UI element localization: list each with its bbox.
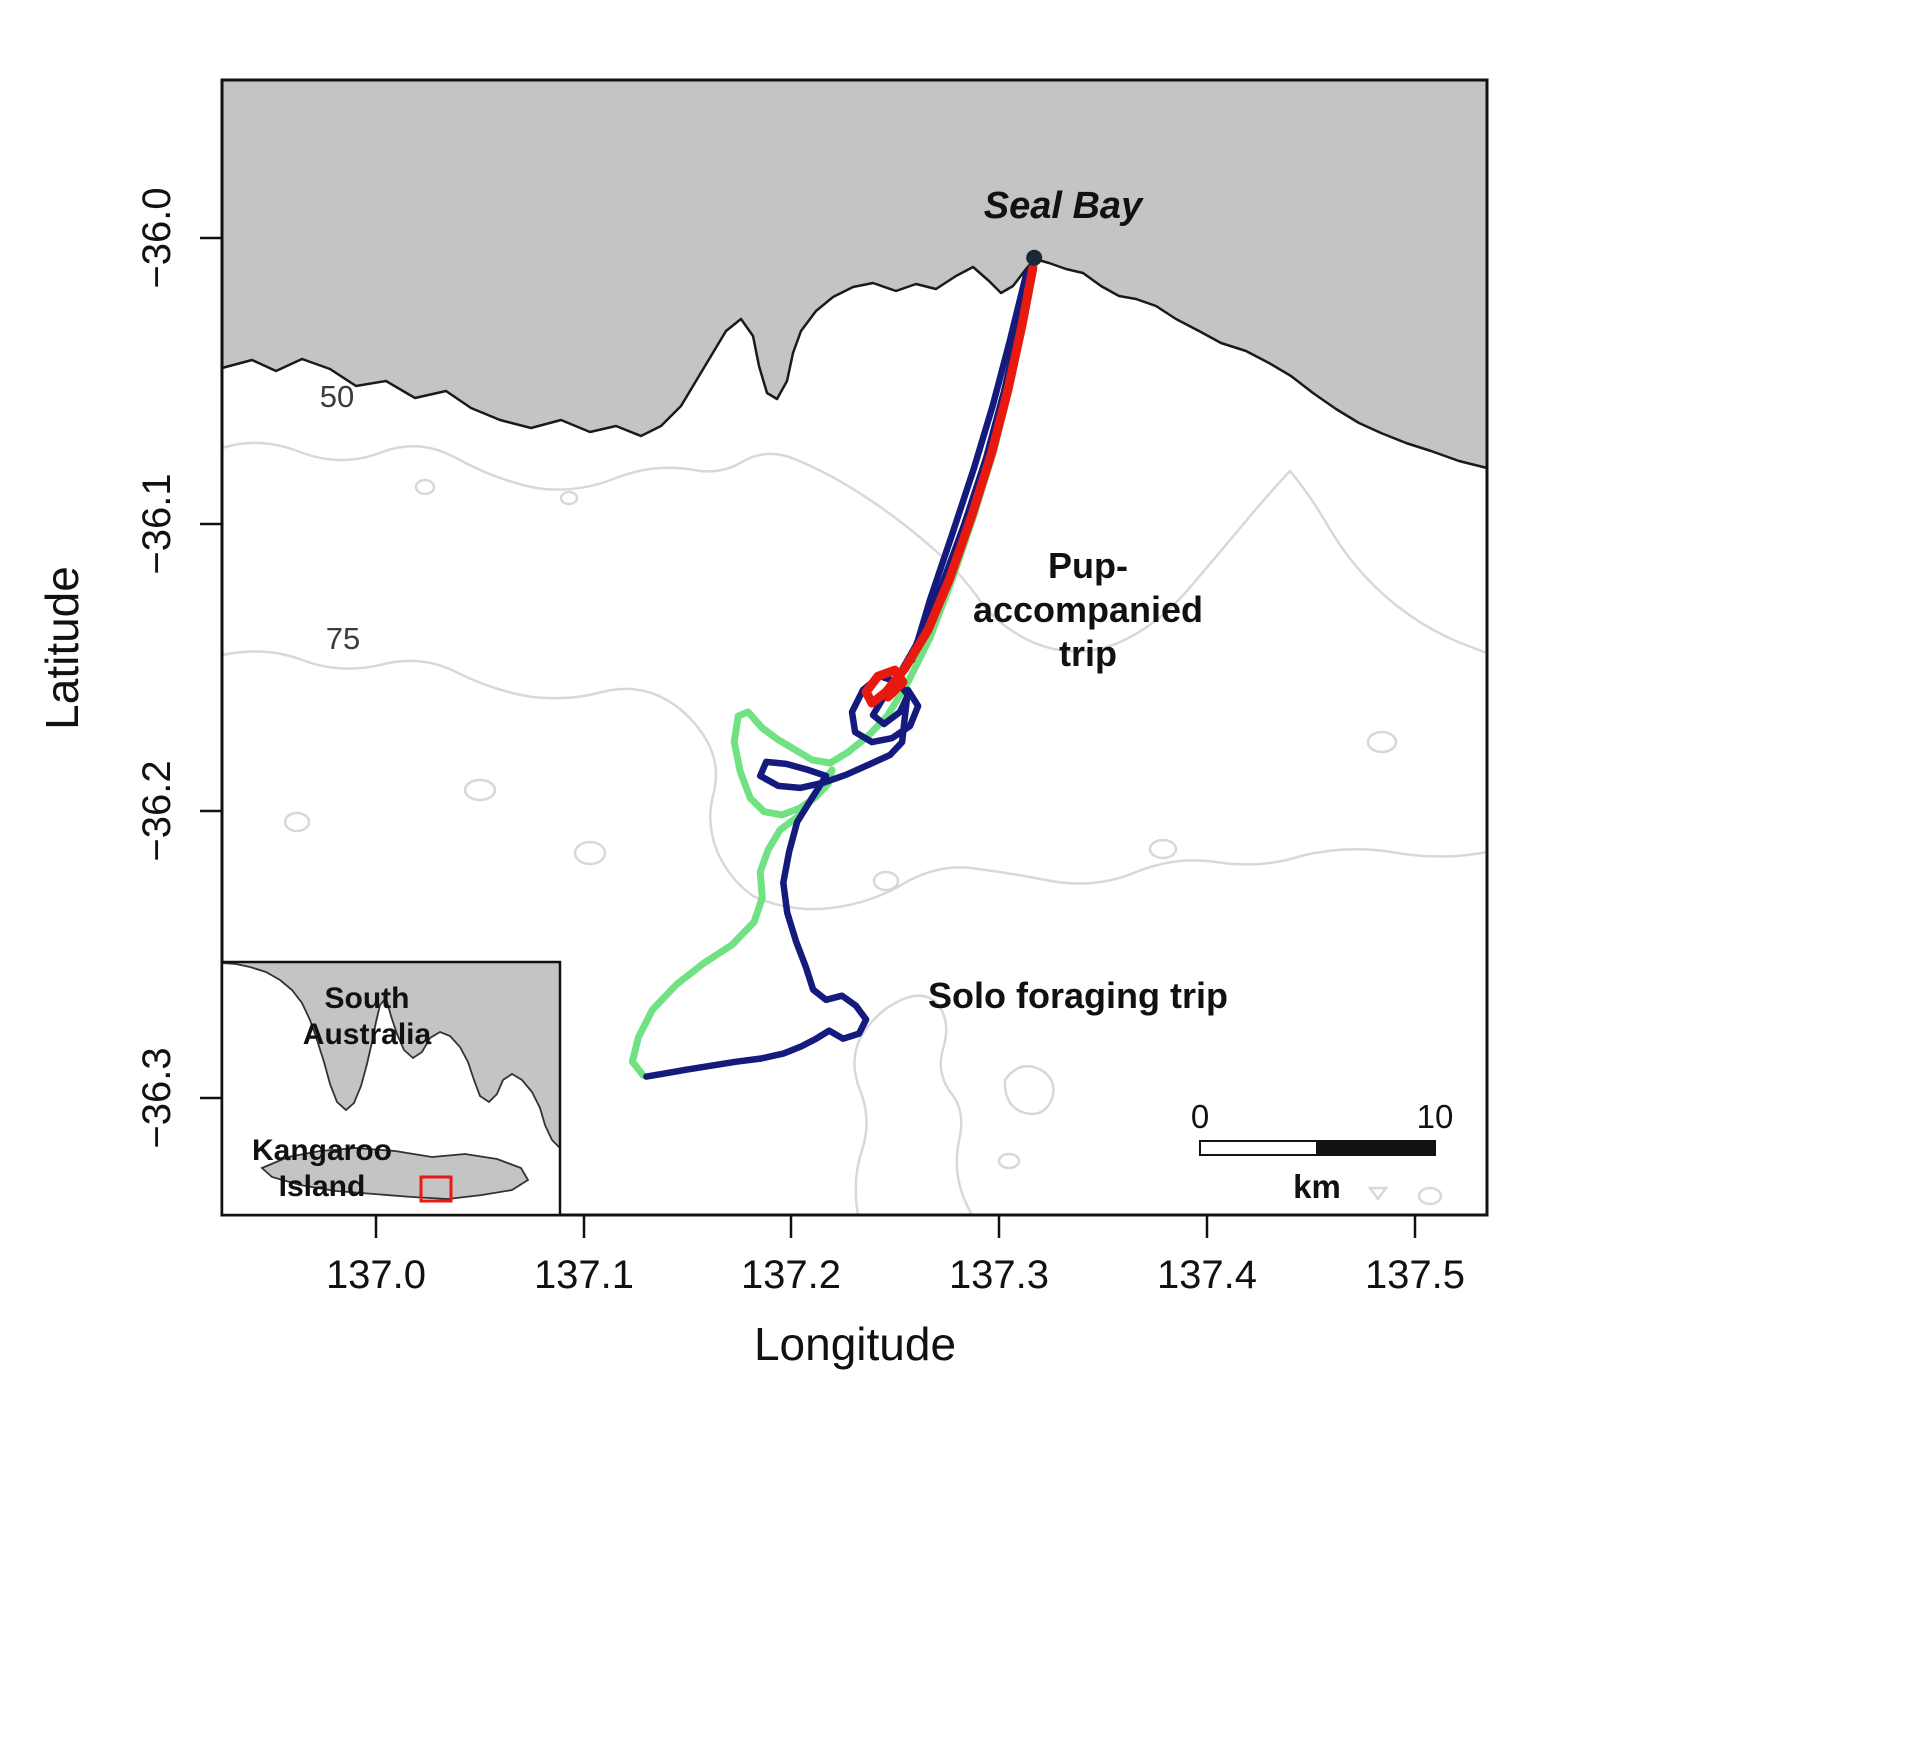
depth-contour-blob bbox=[283, 811, 311, 833]
depth-contour-blob bbox=[1366, 730, 1398, 754]
track-solo_foraging_trip bbox=[643, 255, 1039, 1080]
scale-bar-black-segment bbox=[1316, 1140, 1436, 1156]
y-tick-label: −36.1 bbox=[135, 473, 179, 574]
depth-contour-50m bbox=[221, 441, 1488, 655]
depth-contour-blob bbox=[559, 490, 579, 506]
x-tick-label: 137.2 bbox=[741, 1253, 841, 1297]
plot-border bbox=[220, 78, 1489, 1217]
depth-contour-blob bbox=[1417, 1186, 1443, 1206]
track-pup_accompanied_trip bbox=[861, 264, 1038, 708]
x-tick-label: 137.3 bbox=[949, 1253, 1049, 1297]
pup-trip-label-line1: Pup- bbox=[1048, 545, 1128, 586]
solo-trip-label: Solo foraging trip bbox=[928, 975, 1228, 1016]
x-tick-label: 137.5 bbox=[1365, 1253, 1465, 1297]
study-area-box bbox=[419, 1175, 453, 1203]
inset-region-label-line1: South bbox=[325, 982, 410, 1015]
scale-bar-white-segment bbox=[1199, 1140, 1318, 1156]
inset-kangaroo-island bbox=[260, 1147, 530, 1200]
pup-trip-label-line3: trip bbox=[1059, 633, 1117, 674]
inset-border bbox=[220, 960, 562, 1217]
y-axis-labels: −36.0 −36.1 −36.2 −36.3 Latitude bbox=[36, 187, 179, 1148]
y-axis bbox=[200, 236, 222, 1100]
foraging-tracks bbox=[628, 255, 1040, 1080]
y-tick-label: −36.2 bbox=[135, 760, 179, 861]
depth-contour-fragment bbox=[1003, 1065, 1055, 1116]
inset-island-label-line1: Kangaroo bbox=[252, 1134, 392, 1167]
depth-contour-blob bbox=[1148, 838, 1178, 860]
track-solo_foraging_trip bbox=[908, 257, 1040, 664]
depth-contour-blob bbox=[872, 870, 900, 892]
depth-label-75: 75 bbox=[326, 621, 360, 656]
x-tick-label: 137.4 bbox=[1157, 1253, 1257, 1297]
scale-bar-unit-label: km bbox=[1293, 1168, 1341, 1205]
x-axis bbox=[374, 1215, 1417, 1238]
y-tick-label: −36.3 bbox=[135, 1047, 179, 1148]
x-tick-label: 137.0 bbox=[326, 1253, 426, 1297]
inset-south-australia-landmass bbox=[221, 961, 561, 1151]
x-axis-labels: 137.0 137.1 137.2 137.3 137.4 137.5 Long… bbox=[326, 1253, 1465, 1370]
kangaroo-island-landmass bbox=[222, 80, 1487, 468]
depth-contour-blob bbox=[414, 478, 436, 496]
coastline bbox=[221, 257, 1488, 470]
x-axis-title: Longitude bbox=[754, 1318, 956, 1370]
y-tick-label: −36.0 bbox=[135, 187, 179, 288]
inset-island-label-line2: Island bbox=[279, 1170, 366, 1203]
depth-contour-fragment bbox=[853, 994, 974, 1216]
depth-contour-75m bbox=[221, 650, 1488, 911]
pup-trip-label-line2: accompanied bbox=[973, 589, 1203, 630]
bathymetry-contours bbox=[221, 441, 1488, 1216]
y-axis-title: Latitude bbox=[36, 566, 88, 730]
inset-map: South Australia Kangaroo Island bbox=[220, 960, 562, 1217]
scale-bar: 0 10 km bbox=[1191, 1098, 1454, 1205]
x-tick-label: 137.1 bbox=[534, 1253, 634, 1297]
scale-bar-start-label: 0 bbox=[1191, 1098, 1209, 1135]
depth-contour-fragment bbox=[1367, 1186, 1389, 1202]
depth-label-50: 50 bbox=[320, 379, 354, 414]
scale-bar-end-label: 10 bbox=[1417, 1098, 1454, 1135]
track-green_trip bbox=[628, 259, 1039, 1079]
seal-bay-label: Seal Bay bbox=[984, 185, 1144, 227]
inset-region-label-line2: Australia bbox=[303, 1018, 432, 1051]
depth-contour-blob bbox=[997, 1152, 1021, 1170]
depth-contour-blob bbox=[573, 840, 607, 866]
depth-contour-blob bbox=[463, 778, 497, 802]
seal-bay-colony-marker bbox=[1026, 249, 1043, 266]
